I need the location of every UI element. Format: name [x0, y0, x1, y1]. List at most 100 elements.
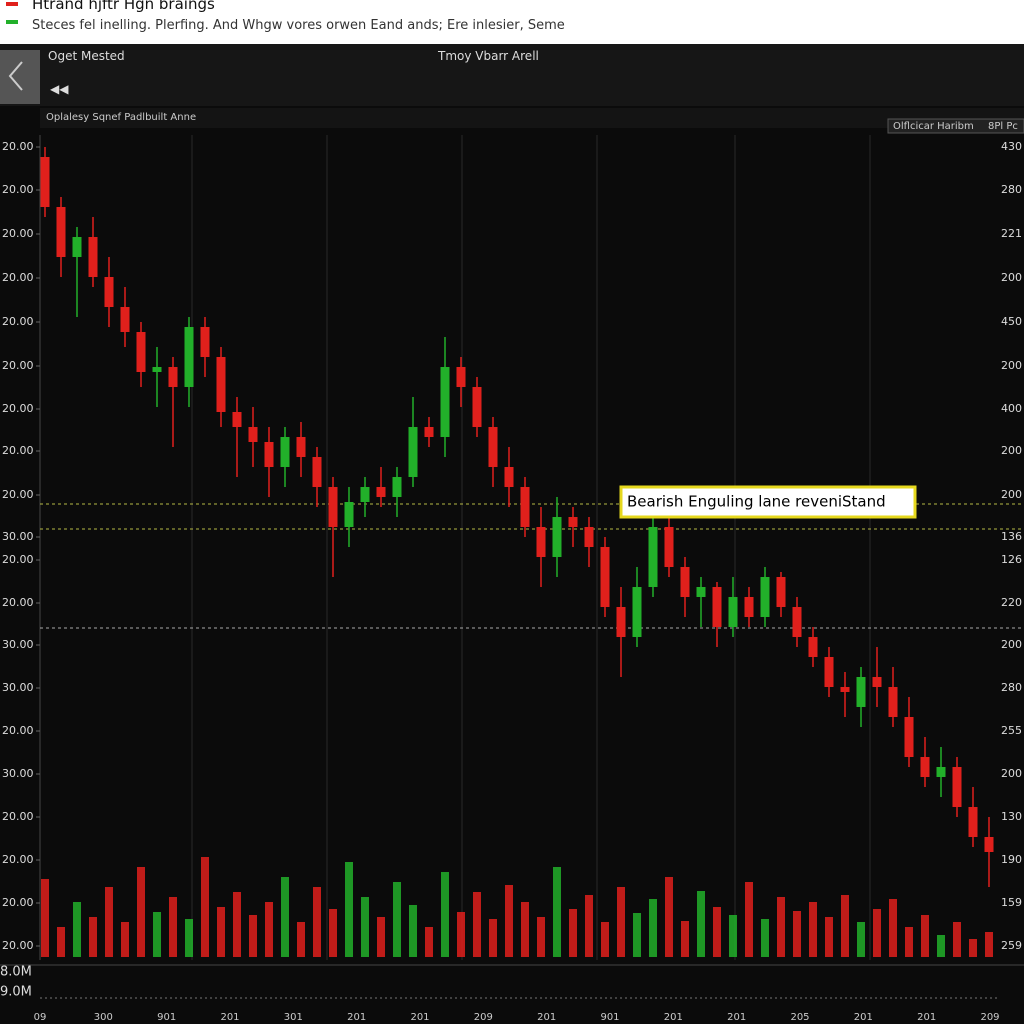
y-tick-label: 20.00 [2, 553, 34, 566]
y-tick-label: 20.00 [2, 896, 34, 909]
volume-bar [729, 915, 737, 957]
right-label: 136 [1001, 530, 1022, 543]
candle-body [840, 687, 850, 692]
x-tick-label: 901 [157, 1012, 176, 1023]
candle-body [280, 437, 290, 467]
candle-body [72, 237, 82, 257]
x-tick-label: 201 [664, 1012, 683, 1023]
candle-body [232, 412, 242, 427]
volume-bar [825, 917, 833, 957]
volume-bar [761, 919, 769, 957]
volume-bar [985, 932, 993, 957]
y-tick-label: 20.00 [2, 596, 34, 609]
candle-body [184, 327, 194, 387]
annotation-text: Bearish Enguling lane reveniStand [627, 493, 886, 511]
candle-body [568, 517, 578, 527]
volume-bar [57, 927, 65, 957]
right-label: 200 [1001, 444, 1022, 457]
volume-bar [297, 922, 305, 957]
volume-bar [681, 921, 689, 957]
right-label: 200 [1001, 767, 1022, 780]
candle-body [728, 597, 738, 627]
candle-body [712, 587, 722, 627]
volume-bar [777, 897, 785, 957]
volume-bar [505, 885, 513, 957]
toolbar [0, 44, 1024, 106]
volume-label: 9.0M [0, 985, 32, 1000]
candle-body [152, 367, 162, 372]
candle-body [968, 807, 978, 837]
candle-body [56, 207, 66, 257]
candle-body [920, 757, 930, 777]
x-tick-label: 201 [537, 1012, 556, 1023]
volume-bar [953, 922, 961, 957]
nav-icon [8, 61, 23, 91]
chart-background [0, 44, 1024, 1024]
volume-bar [793, 911, 801, 957]
header-bar [0, 0, 1024, 44]
candle-body [792, 607, 802, 637]
x-tick-label: 209 [980, 1012, 999, 1023]
y-tick-label: 20.00 [2, 359, 34, 372]
candle-body [344, 502, 354, 527]
right-label: 220 [1001, 596, 1022, 609]
volume-bar [153, 912, 161, 957]
legend-red [6, 2, 18, 6]
volume-bar [745, 882, 753, 957]
x-tick-label: 300 [94, 1012, 113, 1023]
x-tick-label: 201 [220, 1012, 239, 1023]
volume-bar [809, 902, 817, 957]
volume-bar [617, 887, 625, 957]
rewind-button[interactable]: ◀◀ [50, 82, 69, 96]
candle-body [472, 387, 482, 427]
candle-body [872, 677, 882, 687]
volume-bar [521, 902, 529, 957]
right-label: 130 [1001, 810, 1022, 823]
volume-bar [233, 892, 241, 957]
panel-right-b: 8Pl Pc [988, 121, 1018, 132]
volume-bar [697, 891, 705, 957]
candle-body [216, 357, 226, 412]
candle-body [168, 367, 178, 387]
volume-bar [457, 912, 465, 957]
candle-body [296, 437, 306, 457]
volume-bar [409, 905, 417, 957]
volume-bar [857, 922, 865, 957]
volume-bar [649, 899, 657, 957]
volume-bar [121, 922, 129, 957]
candle-body [824, 657, 834, 687]
candle-body [504, 467, 514, 487]
volume-bar [537, 917, 545, 957]
volume-bar [873, 909, 881, 957]
candle-body [632, 587, 642, 637]
panel-box [887, 118, 1024, 134]
candle-body [104, 277, 114, 307]
candle-body [88, 237, 98, 277]
volume-bar [585, 895, 593, 957]
candle-body [552, 517, 562, 557]
candle-body [328, 487, 338, 527]
candle-body [520, 487, 530, 527]
volume-bar [393, 882, 401, 957]
candle-body [200, 327, 210, 357]
right-label: 159 [1001, 896, 1022, 909]
volume-bar [665, 877, 673, 957]
candle-body [680, 567, 690, 597]
right-label: 400 [1001, 402, 1022, 415]
volume-bar [921, 915, 929, 957]
right-label: 259 [1001, 939, 1022, 952]
y-tick-label: 20.00 [2, 315, 34, 328]
y-tick-label: 20.00 [2, 724, 34, 737]
volume-bar [137, 867, 145, 957]
candle-body [600, 547, 610, 607]
nav-button[interactable] [0, 50, 40, 104]
candle-body [312, 457, 322, 487]
candle-body [776, 577, 786, 607]
x-tick-label: 09 [34, 1012, 47, 1023]
candle-body [136, 332, 146, 372]
y-tick-label: 20.00 [2, 939, 34, 952]
volume-bar [313, 887, 321, 957]
candle-body [120, 307, 130, 332]
volume-bar [473, 892, 481, 957]
